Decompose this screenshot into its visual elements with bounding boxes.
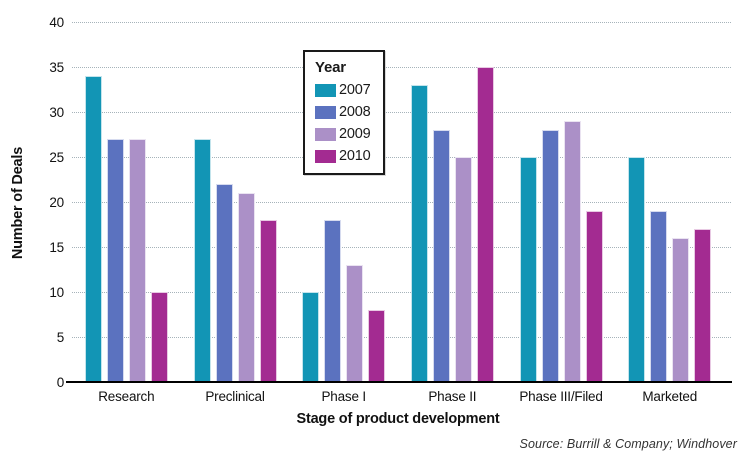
x-axis-line <box>66 381 732 383</box>
legend: Year 2007 2008 2009 2010 <box>303 50 385 175</box>
bar-2009-2 <box>346 265 364 382</box>
gridline-5 <box>72 337 731 338</box>
gridline-10 <box>72 292 731 293</box>
legend-swatch-2008 <box>315 105 336 119</box>
gridline-35 <box>72 67 731 68</box>
category-label: Research <box>98 389 155 404</box>
y-tick-25: 25 <box>49 150 64 165</box>
bar-2010-3 <box>476 67 494 382</box>
bar-2009-4 <box>563 121 581 382</box>
bar-group-research <box>72 22 181 382</box>
y-tick-30: 30 <box>49 105 64 120</box>
bar-2010-4 <box>585 211 603 382</box>
bar-2007-2 <box>302 292 320 382</box>
bar-group-phase-iii-filed <box>507 22 616 382</box>
bar-2007-1 <box>193 139 211 382</box>
bar-group-phase-i <box>289 22 398 382</box>
bar-2010-1 <box>259 220 277 382</box>
legend-swatch-2007 <box>315 83 336 97</box>
category-label: Preclinical <box>205 389 265 404</box>
bar-2007-0 <box>84 76 102 382</box>
category-labels: Research Preclinical Phase I Phase II Phase … <box>72 389 724 404</box>
legend-swatch-2010 <box>315 149 336 163</box>
legend-swatch-2009 <box>315 127 336 141</box>
bar-2009-0 <box>128 139 146 382</box>
bar-group-preclinical <box>181 22 290 382</box>
plot-area <box>72 22 731 382</box>
y-tick-35: 35 <box>49 60 64 75</box>
bar-2010-0 <box>150 292 168 382</box>
bar-2008-1 <box>215 184 233 382</box>
source-note: Source: Burrill & Company; Windhover <box>519 437 737 451</box>
bar-2007-3 <box>410 85 428 382</box>
legend-label-2010: 2010 <box>339 148 371 164</box>
bar-2009-5 <box>672 238 690 382</box>
x-axis-label: Stage of product development <box>296 411 500 427</box>
bar-2008-0 <box>106 139 124 382</box>
gridline-30 <box>72 112 731 113</box>
bar-2008-2 <box>324 220 342 382</box>
bar-2007-4 <box>519 157 537 382</box>
y-tick-40: 40 <box>49 15 64 30</box>
y-tick-10: 10 <box>49 285 64 300</box>
category-label: Phase II <box>428 389 477 404</box>
legend-label-2007: 2007 <box>339 82 371 98</box>
gridline-25 <box>72 157 731 158</box>
y-tick-15: 15 <box>49 240 64 255</box>
gridline-20 <box>72 202 731 203</box>
legend-items: 2007 2008 2009 2010 <box>315 82 373 164</box>
category-label: Phase III/Filed <box>519 389 603 404</box>
bar-groups <box>72 22 724 382</box>
bar-2008-3 <box>432 130 450 382</box>
bar-2010-5 <box>694 229 712 382</box>
bar-2008-5 <box>650 211 668 382</box>
legend-item-2009: 2009 <box>315 126 373 142</box>
bar-2008-4 <box>541 130 559 382</box>
bar-2009-3 <box>454 157 472 382</box>
legend-item-2008: 2008 <box>315 104 373 120</box>
bar-group-marketed <box>615 22 724 382</box>
category-label: Phase I <box>321 389 366 404</box>
bar-2010-2 <box>368 310 386 382</box>
y-tick-0: 0 <box>56 375 65 390</box>
bar-2009-1 <box>237 193 255 382</box>
legend-label-2009: 2009 <box>339 126 371 142</box>
gridline-15 <box>72 247 731 248</box>
y-tick-20: 20 <box>49 195 64 210</box>
gridline-40 <box>72 22 731 23</box>
bar-group-phase-ii <box>398 22 507 382</box>
legend-title: Year <box>315 59 346 76</box>
category-label: Marketed <box>642 389 698 404</box>
y-tick-5: 5 <box>56 330 65 345</box>
legend-label-2008: 2008 <box>339 104 371 120</box>
bar-2007-5 <box>628 157 646 382</box>
legend-item-2007: 2007 <box>315 82 373 98</box>
legend-item-2010: 2010 <box>315 148 373 164</box>
